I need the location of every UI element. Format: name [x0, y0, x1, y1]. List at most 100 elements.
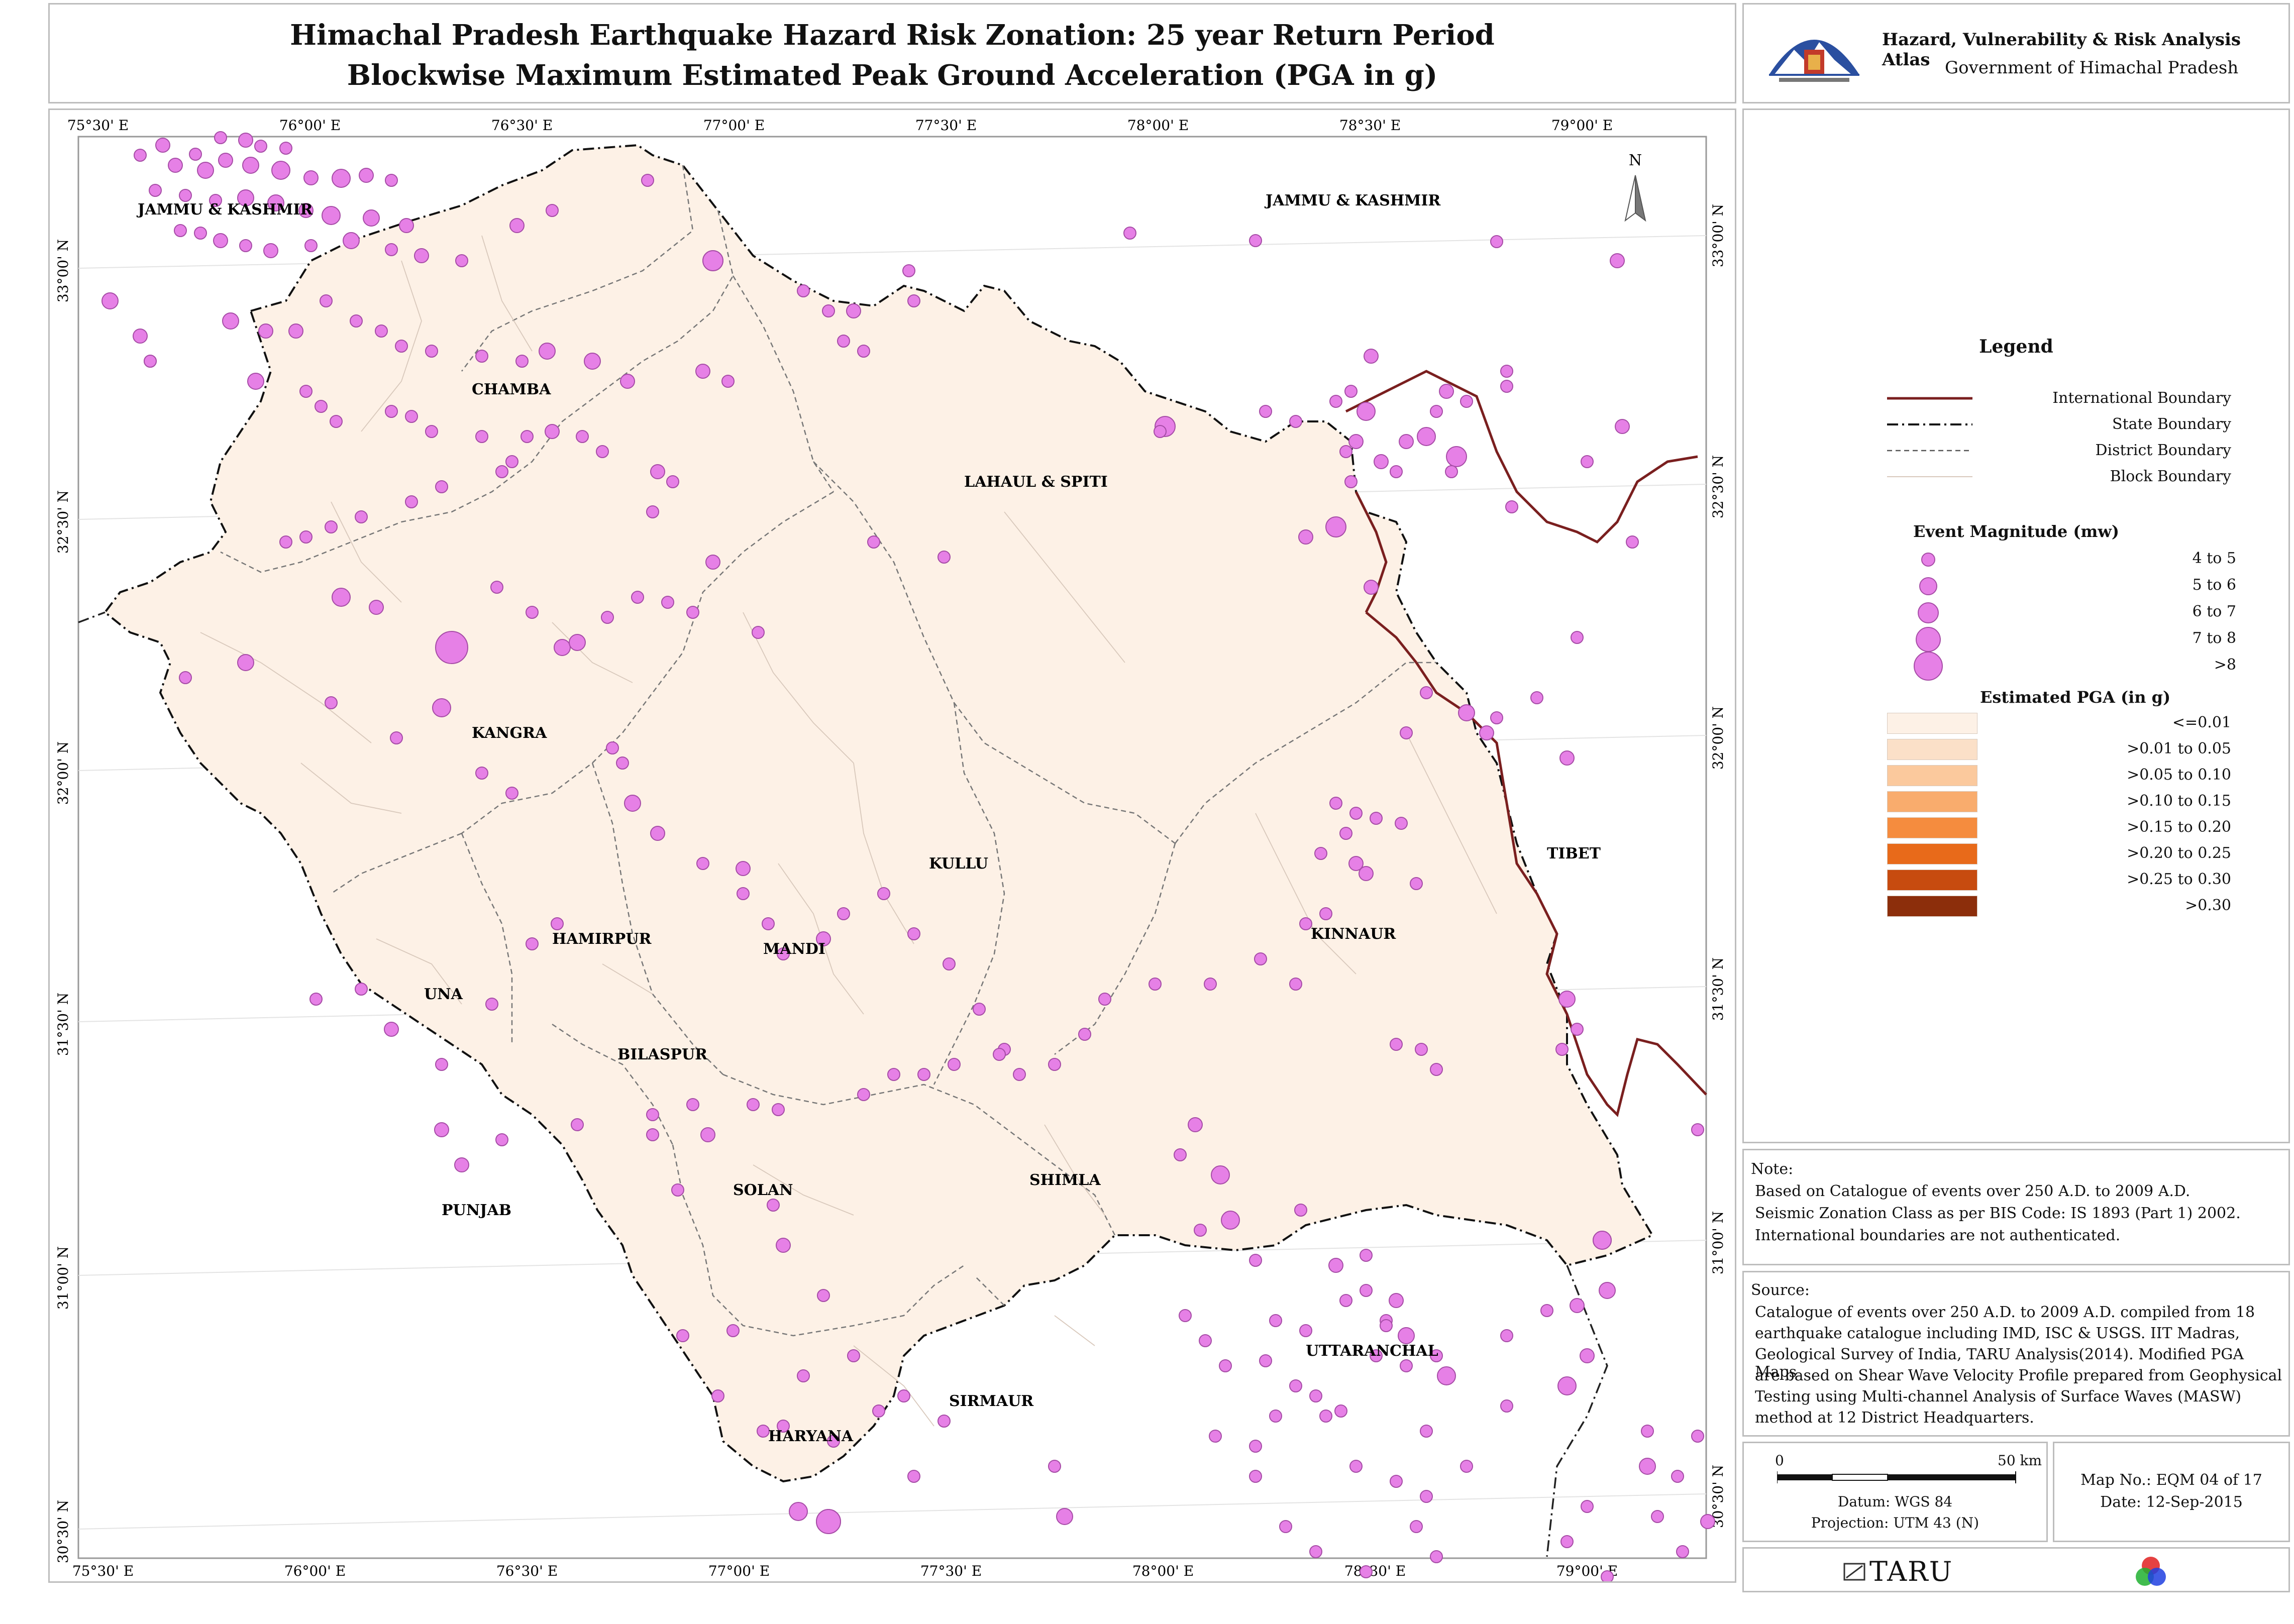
legend-pga-label: >0.25 to 0.30: [2127, 871, 2231, 888]
earthquake-event: [1344, 475, 1358, 488]
earthquake-event: [1398, 1327, 1415, 1344]
earthquake-event: [1349, 807, 1363, 820]
legend-pga-label: >0.30: [2185, 897, 2231, 914]
north-arrow-icon: N: [1624, 152, 1646, 222]
legend-pga-swatch: [1887, 791, 1977, 812]
earthquake-event: [867, 535, 880, 549]
earthquake-event: [907, 294, 920, 307]
earthquake-event: [1259, 1354, 1272, 1367]
earthquake-event: [631, 591, 644, 604]
earthquake-event: [671, 1183, 684, 1197]
legend-magnitude-label: 6 to 7: [2192, 603, 2236, 620]
earthquake-event: [1249, 1440, 1262, 1453]
earthquake-event: [1479, 725, 1494, 740]
earthquake-event: [189, 148, 202, 161]
projection-label: Projection: UTM 43 (N): [1811, 1514, 1979, 1531]
legend-title: Legend: [1979, 336, 2053, 357]
legend-magnitude-label: >8: [2214, 656, 2236, 674]
region-label: TIBET: [1547, 845, 1601, 862]
earthquake-event: [325, 520, 338, 533]
earthquake-event: [1098, 993, 1111, 1006]
earthquake-event: [505, 455, 518, 468]
earthquake-event: [101, 292, 119, 309]
earthquake-event: [1505, 500, 1518, 513]
note-line-2: Seismic Zonation Class as per BIS Code: …: [1755, 1205, 2241, 1222]
earthquake-event: [322, 206, 341, 225]
lat-tick-right: 33°00' N: [1710, 204, 1726, 267]
earthquake-event: [1048, 1058, 1061, 1071]
earthquake-event: [1390, 1038, 1403, 1051]
earthquake-event: [1123, 227, 1136, 240]
earthquake-event: [907, 927, 920, 940]
atlas-name: Hazard, Vulnerability & Risk Analysis At…: [1882, 30, 2241, 70]
earthquake-event: [624, 795, 641, 812]
earthquake-event: [144, 355, 157, 368]
earthquake-event: [1199, 1334, 1212, 1347]
lat-tick-right: 32°30' N: [1710, 455, 1726, 518]
earthquake-event: [271, 161, 290, 180]
pga-title: Estimated PGA (in g): [1980, 688, 2171, 707]
earthquake-event: [435, 631, 468, 664]
region-label: PUNJAB: [442, 1202, 511, 1219]
earthquake-event: [1641, 1425, 1654, 1438]
earthquake-event: [455, 254, 468, 267]
earthquake-event: [279, 142, 292, 155]
region-label: LAHAUL & SPITI: [964, 473, 1108, 491]
footer-panel: TARU: [1742, 1547, 2290, 1592]
earthquake-event: [762, 917, 775, 930]
earthquake-event: [1593, 1231, 1612, 1250]
earthquake-event: [596, 445, 609, 458]
earthquake-event: [620, 374, 635, 389]
lon-tick-top: 78°30' E: [1339, 117, 1401, 134]
earthquake-event: [267, 194, 284, 211]
earthquake-event: [1188, 1117, 1203, 1132]
legend-line-swatch: [1887, 444, 1977, 461]
map-canvas[interactable]: 75°30' E 76°00' E 76°30' E 77°00' E 77°30' E…: [50, 110, 1735, 1603]
earthquake-event: [303, 170, 319, 185]
earthquake-event: [1328, 1258, 1343, 1273]
region-label: BILASPUR: [617, 1046, 708, 1063]
earthquake-event: [222, 312, 239, 330]
legend-pga-swatch: [1887, 817, 1977, 838]
earthquake-event: [155, 138, 170, 153]
earthquake-event: [902, 264, 915, 277]
source-heading: Source:: [1751, 1281, 1810, 1299]
earthquake-event: [1581, 455, 1594, 468]
earthquake-event: [1348, 434, 1364, 449]
earthquake-event: [757, 1425, 770, 1438]
earthquake-event: [1339, 1294, 1352, 1307]
earthquake-event: [1676, 1545, 1689, 1558]
himachal-pradesh-area[interactable]: [103, 144, 1654, 1483]
lat-tick-left: 32°30' N: [55, 490, 71, 554]
earthquake-event: [1626, 535, 1639, 549]
earthquake-event: [288, 323, 303, 339]
earthquake-event: [584, 353, 601, 370]
lat-tick-left: 33°00' N: [55, 239, 71, 302]
source-line-3: Geological Survey of India, TARU Analysi…: [1755, 1346, 2244, 1381]
earthquake-event: [736, 861, 751, 876]
earthquake-event: [1194, 1224, 1207, 1237]
earthquake-event: [1420, 1425, 1433, 1438]
lon-tick-top: 77°30' E: [915, 117, 977, 134]
earthquake-event: [700, 1127, 715, 1142]
earthquake-event: [1691, 1123, 1704, 1136]
map-number: Map No.: EQM 04 of 17: [2080, 1471, 2262, 1489]
earthquake-event: [641, 174, 654, 187]
earthquake-event: [1334, 1404, 1347, 1418]
earthquake-event: [1364, 349, 1379, 364]
region-label: SIRMAUR: [949, 1392, 1034, 1410]
legend-magnitude-symbol: [1915, 626, 1941, 655]
earthquake-event: [937, 1415, 951, 1428]
earthquake-event: [520, 430, 534, 443]
lon-tick-top: 79°00' E: [1551, 117, 1613, 134]
earthquake-event: [515, 355, 529, 368]
region-label: JAMMU & KASHMIR: [1264, 192, 1441, 209]
earthquake-event: [134, 149, 147, 162]
earthquake-event: [526, 937, 539, 950]
earthquake-event: [1056, 1508, 1073, 1525]
earthquake-event: [696, 857, 709, 870]
earthquake-event: [390, 731, 403, 744]
map-panel[interactable]: 75°30' E 76°00' E 76°30' E 77°00' E 77°30' E…: [48, 109, 1736, 1603]
earthquake-event: [1399, 434, 1414, 449]
earthquake-event: [1400, 1359, 1413, 1372]
